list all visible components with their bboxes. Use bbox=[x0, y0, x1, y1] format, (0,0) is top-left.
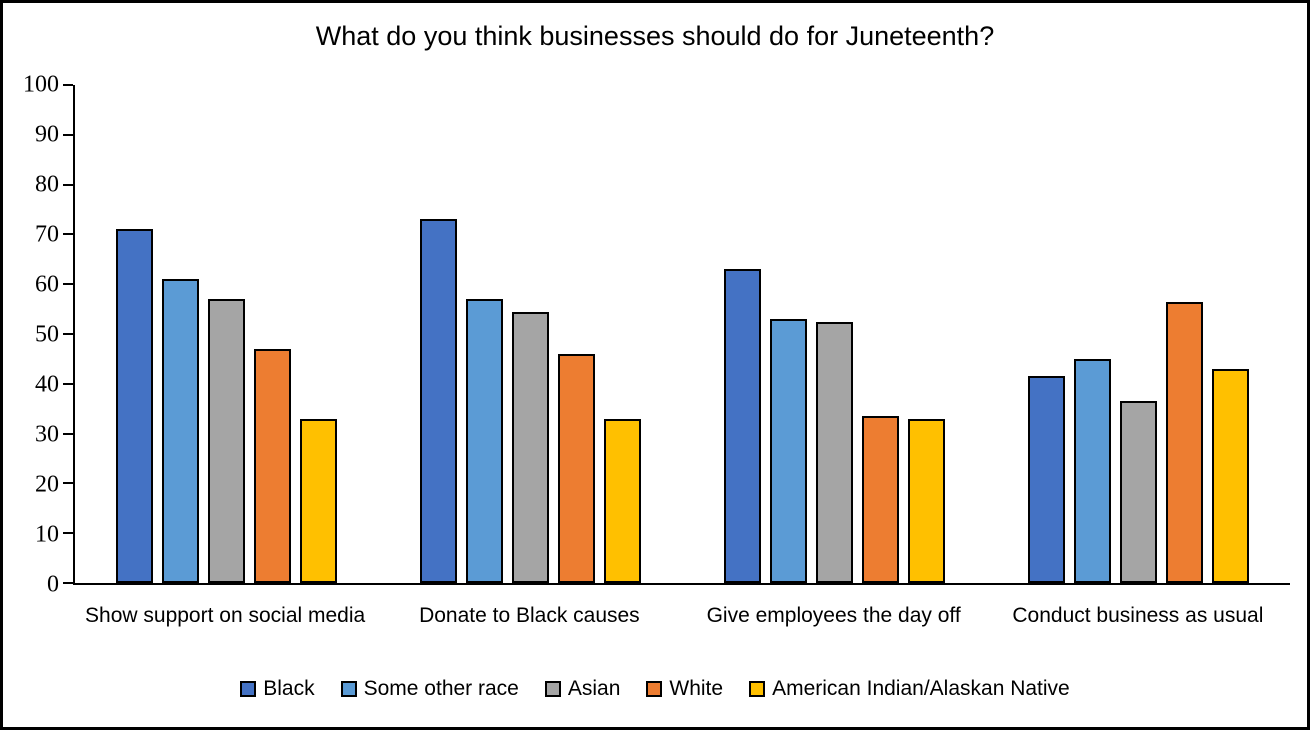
legend-swatch bbox=[544, 681, 561, 697]
bar bbox=[1027, 376, 1065, 583]
bar bbox=[1211, 368, 1249, 583]
y-axis-tick bbox=[63, 283, 73, 286]
y-axis-tick bbox=[63, 532, 73, 535]
plot-area bbox=[63, 84, 1290, 585]
bar bbox=[116, 229, 154, 583]
y-axis-label: 100 bbox=[23, 71, 59, 98]
y-axis-tick bbox=[63, 482, 73, 485]
bar-group bbox=[986, 85, 1290, 583]
x-axis-label: Donate to Black causes bbox=[419, 604, 640, 627]
bar bbox=[815, 321, 853, 583]
bar bbox=[861, 416, 899, 583]
y-axis-label: 90 bbox=[35, 121, 59, 148]
bar bbox=[466, 299, 504, 583]
bar-group bbox=[75, 85, 379, 583]
bar bbox=[1165, 301, 1203, 583]
bar-group bbox=[379, 85, 683, 583]
legend-item: Black bbox=[240, 677, 315, 701]
legend-item: Asian bbox=[544, 677, 621, 701]
y-axis-tick bbox=[63, 133, 73, 136]
y-axis-label: 30 bbox=[35, 421, 59, 448]
legend-label: American Indian/Alaskan Native bbox=[772, 677, 1070, 700]
y-axis-label: 80 bbox=[35, 171, 59, 198]
y-axis-tick bbox=[63, 582, 73, 584]
bar bbox=[604, 418, 642, 583]
bar bbox=[1119, 401, 1157, 583]
legend-item: American Indian/Alaskan Native bbox=[749, 677, 1070, 701]
y-axis-label: 50 bbox=[35, 321, 59, 348]
y-axis-label: 60 bbox=[35, 271, 59, 298]
bar bbox=[558, 353, 596, 583]
bar-group bbox=[683, 85, 987, 583]
chart-title: What do you think businesses should do f… bbox=[315, 21, 995, 51]
bar bbox=[907, 418, 945, 583]
legend-swatch bbox=[749, 681, 766, 697]
bar bbox=[723, 269, 761, 583]
y-axis-tick bbox=[63, 432, 73, 435]
x-axis-labels: Show support on social media Donate to Bl… bbox=[73, 601, 1290, 631]
bar bbox=[769, 319, 807, 583]
bar bbox=[1073, 358, 1111, 583]
y-axis-labels: 0 10 20 30 40 50 60 70 80 90 100 bbox=[3, 72, 59, 598]
bar-groups bbox=[75, 85, 1290, 583]
y-axis-tick bbox=[63, 382, 73, 385]
legend-item: White bbox=[646, 677, 723, 701]
legend-label: Asian bbox=[567, 677, 621, 700]
y-axis-tick bbox=[63, 183, 73, 186]
legend-label: Black bbox=[263, 677, 315, 700]
bar bbox=[420, 219, 458, 583]
bar bbox=[162, 279, 200, 583]
y-axis-label: 40 bbox=[35, 371, 59, 398]
y-axis-label: 0 bbox=[47, 571, 59, 598]
legend-swatch bbox=[240, 681, 257, 697]
bar bbox=[512, 311, 550, 583]
x-axis-label: Give employees the day off bbox=[706, 604, 961, 627]
legend-swatch bbox=[340, 681, 357, 697]
bar bbox=[254, 348, 292, 583]
legend-label: Some other race bbox=[363, 677, 519, 700]
legend-label: White bbox=[669, 677, 724, 700]
bar bbox=[208, 299, 246, 583]
x-axis-label: Show support on social media bbox=[85, 604, 366, 627]
legend-swatch bbox=[646, 681, 663, 697]
y-axis-tick bbox=[63, 233, 73, 236]
legend: Black Some other race Asian White American I… bbox=[3, 677, 1307, 701]
y-axis-tick bbox=[63, 84, 73, 86]
y-axis-label: 70 bbox=[35, 221, 59, 248]
legend-item: Some other race bbox=[340, 677, 519, 701]
y-axis-label: 20 bbox=[35, 471, 59, 498]
x-axis-label: Conduct business as usual bbox=[1012, 604, 1264, 627]
y-axis-tick bbox=[63, 333, 73, 335]
bar bbox=[300, 418, 338, 583]
y-axis-label: 10 bbox=[35, 521, 59, 548]
